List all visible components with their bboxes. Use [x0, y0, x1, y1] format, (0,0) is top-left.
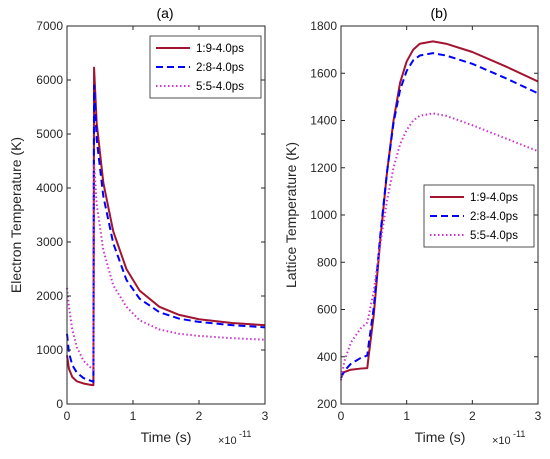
- panel-b-ytick-label: 1400: [310, 114, 337, 128]
- panel-b-ytick-label: 1600: [310, 66, 337, 80]
- panel-b-series-layer: [340, 40, 539, 381]
- panel-b-xtick-label: 2: [469, 409, 476, 423]
- panel-b-xlabel: Time (s): [415, 429, 466, 445]
- panel-a: (a) 0 1 2 3 0 1000 2000 3000 4000 5000 6000 7000 El…: [8, 5, 269, 447]
- panel-a-x-multiplier-base: ×10: [218, 435, 237, 447]
- panel-a-title: (a): [156, 5, 173, 21]
- panel-a-ytick-label: 5000: [36, 127, 63, 141]
- panel-a-legend-label-1: 1:9-4.0ps: [196, 43, 244, 55]
- panel-a-ytick-label: 4000: [36, 181, 63, 195]
- panel-b-ytick-label: 800: [317, 255, 337, 269]
- panel-b-legend-label-3: 5:5-4.0ps: [470, 230, 518, 242]
- panel-a-ytick-label: 2000: [36, 289, 63, 303]
- panel-a-ytick-label: 7000: [36, 19, 63, 33]
- panel-a-legend-label-2: 2:8-4.0ps: [196, 62, 244, 74]
- panel-b-x-multiplier: ×10 -11: [492, 429, 525, 447]
- panel-a-legend-box: [149, 35, 262, 99]
- panel-b: (b) 0 1 2 3 200 400 600 800 1000 1200 1400 1600 1800…: [283, 5, 542, 447]
- panel-a-ytick-label: 3000: [36, 235, 63, 249]
- panel-a-legend-label-3: 5:5-4.0ps: [196, 81, 244, 93]
- panel-b-series-line-2: [340, 52, 539, 379]
- panel-b-ytick-label: 200: [317, 397, 337, 411]
- panel-a-ytick-label: 6000: [36, 73, 63, 87]
- panel-a-xlabel: Time (s): [141, 429, 192, 445]
- panel-b-title: (b): [430, 5, 447, 21]
- panel-a-ytick-label: 0: [56, 397, 63, 411]
- panel-b-series-line-1: [340, 40, 539, 377]
- panel-b-ylabel: Lattice Temperature (K): [283, 142, 299, 288]
- panel-a-x-multiplier: ×10 -11: [218, 429, 251, 447]
- panel-b-xtick-label: 0: [338, 409, 345, 423]
- panel-a-axes-box: [66, 25, 266, 405]
- panel-a-xtick-label: 0: [64, 409, 71, 423]
- panel-b-ytick-label: 1200: [310, 161, 337, 175]
- panel-a-xtick-label: 1: [130, 409, 137, 423]
- panel-a-legend: 1:9-4.0ps 2:8-4.0ps 5:5-4.0ps: [149, 35, 262, 99]
- panel-b-x-multiplier-exp: -11: [513, 429, 525, 439]
- panel-b-legend-label-2: 2:8-4.0ps: [470, 211, 518, 223]
- panel-a-x-multiplier-exp: -11: [239, 429, 251, 439]
- panel-b-ytick-label: 1800: [310, 19, 337, 33]
- panel-a-series-layer: [66, 66, 266, 387]
- panel-b-ytick-label: 600: [317, 303, 337, 317]
- panel-b-ticks: 0 1 2 3 200 400 600 800 1000 1200 1400 1600 1800: [310, 19, 541, 423]
- panel-a-series-line-3: [66, 162, 266, 371]
- panel-b-xtick-label: 1: [403, 409, 410, 423]
- panel-b-ytick-label: 400: [317, 350, 337, 364]
- panel-a-ylabel: Electron Temperature (K): [8, 137, 24, 293]
- panel-b-xtick-label: 3: [535, 409, 542, 423]
- panel-a-xtick-label: 2: [196, 409, 203, 423]
- panel-b-series-line-3: [340, 112, 539, 381]
- panel-a-ticks: 0 1 2 3 0 1000 2000 3000 4000 5000 6000 7000: [36, 19, 268, 423]
- panel-b-ytick-label: 1000: [310, 208, 337, 222]
- panel-a-ytick-label: 1000: [36, 343, 63, 357]
- panel-a-series-line-1: [66, 66, 266, 387]
- panel-b-x-multiplier-base: ×10: [492, 435, 511, 447]
- panel-a-series-line-2: [66, 84, 266, 383]
- panel-a-xtick-label: 3: [262, 409, 269, 423]
- panel-b-legend-label-1: 1:9-4.0ps: [470, 192, 518, 204]
- panel-b-legend: 1:9-4.0ps 2:8-4.0ps 5:5-4.0ps: [423, 184, 535, 248]
